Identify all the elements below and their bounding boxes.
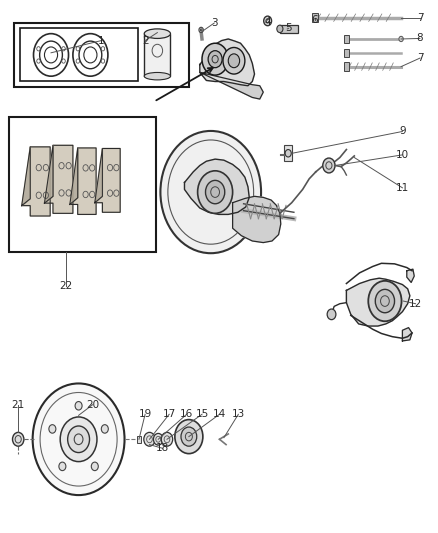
Circle shape	[174, 419, 202, 454]
Circle shape	[276, 25, 283, 33]
Text: 4: 4	[264, 17, 270, 27]
Polygon shape	[70, 148, 78, 205]
Text: 9: 9	[398, 126, 405, 136]
Circle shape	[12, 432, 24, 446]
Bar	[10, 117, 155, 252]
Polygon shape	[95, 149, 102, 203]
Bar	[20, 28, 138, 82]
Text: 16: 16	[180, 409, 193, 419]
Text: 6: 6	[311, 15, 318, 25]
Circle shape	[205, 180, 224, 204]
Text: 11: 11	[395, 183, 408, 193]
Polygon shape	[184, 159, 249, 214]
Text: 14: 14	[212, 409, 226, 419]
Circle shape	[228, 54, 239, 68]
Polygon shape	[406, 269, 413, 282]
Circle shape	[75, 401, 82, 410]
Circle shape	[160, 131, 261, 253]
Polygon shape	[346, 278, 409, 326]
Polygon shape	[70, 148, 96, 214]
Circle shape	[32, 383, 124, 495]
Text: 7: 7	[416, 53, 422, 63]
Bar	[343, 49, 348, 57]
Text: 21: 21	[11, 400, 25, 410]
Circle shape	[285, 150, 290, 157]
Circle shape	[326, 309, 335, 320]
Circle shape	[263, 16, 271, 26]
Polygon shape	[21, 147, 30, 206]
Ellipse shape	[144, 72, 170, 80]
Circle shape	[322, 158, 334, 173]
Text: 10: 10	[395, 150, 408, 160]
Circle shape	[67, 426, 89, 453]
Circle shape	[161, 432, 172, 446]
Circle shape	[59, 462, 66, 471]
Circle shape	[91, 462, 98, 471]
Text: 20: 20	[86, 400, 99, 410]
Circle shape	[144, 432, 155, 446]
Polygon shape	[44, 146, 73, 213]
Text: 17: 17	[162, 409, 175, 419]
Bar	[14, 23, 188, 87]
Polygon shape	[199, 39, 254, 86]
Circle shape	[398, 36, 403, 42]
Text: 13: 13	[231, 409, 244, 419]
Circle shape	[197, 171, 232, 213]
Polygon shape	[95, 149, 120, 212]
Bar	[144, 34, 170, 76]
Circle shape	[101, 425, 108, 433]
Text: 12: 12	[408, 298, 421, 309]
Circle shape	[208, 51, 222, 68]
Bar	[137, 435, 141, 443]
Bar	[311, 13, 318, 22]
Bar	[279, 25, 297, 33]
Text: 19: 19	[138, 409, 152, 419]
Bar	[284, 146, 291, 161]
Polygon shape	[402, 328, 411, 341]
Polygon shape	[200, 72, 263, 99]
Circle shape	[367, 281, 401, 321]
Circle shape	[60, 417, 97, 462]
Polygon shape	[44, 146, 53, 203]
Text: 8: 8	[416, 34, 422, 43]
Polygon shape	[232, 196, 280, 243]
Ellipse shape	[144, 29, 170, 38]
Text: 2: 2	[141, 36, 148, 45]
Polygon shape	[21, 147, 50, 216]
Text: 15: 15	[195, 409, 208, 419]
Text: 7: 7	[416, 13, 422, 23]
Circle shape	[49, 425, 56, 433]
Bar	[343, 35, 349, 43]
Circle shape	[201, 43, 228, 75]
Circle shape	[223, 47, 244, 74]
Circle shape	[198, 27, 203, 33]
Text: 22: 22	[60, 281, 73, 291]
Text: 1: 1	[98, 36, 104, 45]
Text: 3: 3	[210, 18, 217, 28]
Text: 18: 18	[155, 443, 169, 453]
Bar	[343, 62, 349, 71]
Circle shape	[180, 427, 196, 446]
Circle shape	[153, 433, 162, 445]
Circle shape	[374, 289, 394, 313]
Text: 5: 5	[285, 23, 291, 34]
